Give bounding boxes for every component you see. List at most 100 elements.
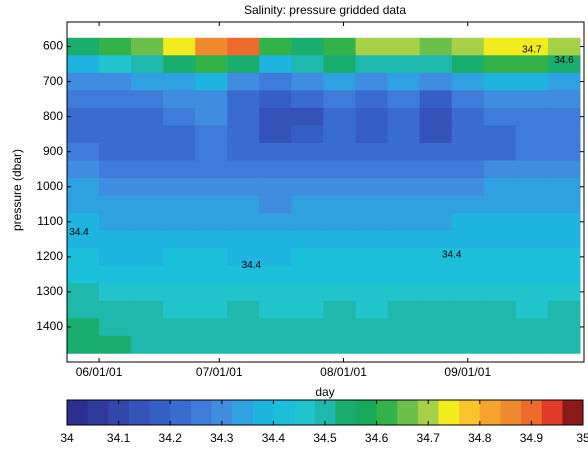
heat-cell	[227, 318, 260, 337]
heat-cell	[259, 230, 292, 249]
contour-label: 34.4	[69, 227, 89, 238]
heat-cell	[419, 142, 453, 161]
heat-cell	[291, 142, 324, 161]
heat-cell	[483, 318, 517, 337]
heat-cell	[323, 177, 357, 197]
colorbar-tick-label: 34.8	[468, 431, 492, 445]
heat-cell	[67, 177, 100, 197]
heat-cell	[99, 72, 132, 91]
heat-cell	[483, 37, 517, 56]
heat-cell	[291, 177, 324, 197]
heat-cell	[323, 107, 357, 126]
heat-cell	[131, 142, 164, 161]
heat-cell	[163, 37, 196, 56]
heat-cell	[355, 248, 389, 267]
heat-cell	[547, 248, 581, 267]
colorbar-segment	[459, 400, 481, 425]
heat-cell	[291, 318, 324, 337]
colorbar-segment	[314, 400, 336, 425]
heat-cell	[547, 318, 581, 337]
heat-cell	[131, 318, 164, 337]
heat-cell	[419, 125, 453, 144]
heat-cell	[291, 265, 324, 284]
heat-cell	[99, 142, 132, 161]
heat-cell	[195, 248, 228, 267]
heat-cell	[451, 55, 485, 74]
heat-cell	[131, 160, 164, 179]
heat-cell	[195, 195, 228, 214]
heat-cell	[323, 335, 357, 354]
heat-cell	[291, 213, 324, 232]
heat-cell	[323, 300, 357, 319]
heat-cell	[99, 283, 132, 302]
heat-cell	[387, 335, 421, 354]
heat-cell	[67, 230, 100, 249]
heat-cell	[131, 55, 164, 74]
heat-cell	[323, 160, 357, 179]
heat-cell	[483, 142, 517, 161]
heat-cell	[451, 125, 485, 144]
heat-cell	[67, 125, 100, 144]
heat-cell	[387, 248, 421, 267]
x-tick-label: 07/01/01	[196, 365, 243, 379]
heat-cell	[163, 177, 196, 197]
heat-cell	[291, 248, 324, 267]
heat-cell	[419, 107, 453, 126]
heat-cell	[163, 72, 196, 91]
heat-cell	[131, 125, 164, 144]
heat-cell	[547, 300, 581, 319]
heat-cell	[195, 55, 228, 74]
heat-cell	[259, 335, 292, 354]
colorbar-segment	[170, 400, 192, 425]
heat-cell	[259, 195, 292, 214]
heat-cell	[387, 107, 421, 126]
heat-cell	[291, 195, 324, 214]
heat-cell	[163, 248, 196, 267]
heat-cell	[163, 142, 196, 161]
heat-cell	[419, 160, 453, 179]
contour-label: 34.4	[442, 250, 462, 261]
heat-cell	[515, 230, 549, 249]
heat-cell	[163, 55, 196, 74]
heat-cell	[355, 230, 389, 249]
heat-cell	[259, 300, 292, 319]
heat-cell	[387, 265, 421, 284]
heat-cell	[291, 230, 324, 249]
heat-cell	[227, 125, 260, 144]
heat-cell	[99, 230, 132, 249]
heat-cell	[195, 177, 228, 197]
heat-cell	[547, 177, 581, 197]
heat-cell	[387, 195, 421, 214]
heat-cell	[291, 37, 324, 56]
heat-cell	[547, 265, 581, 284]
heat-cell	[195, 90, 228, 109]
heat-cell	[195, 72, 228, 91]
heat-cell	[99, 107, 132, 126]
heat-cell	[547, 230, 581, 249]
heat-cell	[547, 125, 581, 144]
heat-cell	[99, 213, 132, 232]
heat-cell	[195, 300, 228, 319]
y-tick-label: 600	[43, 39, 63, 53]
heat-cell	[131, 37, 164, 56]
heat-cell	[547, 283, 581, 302]
heat-cell	[67, 213, 100, 232]
heat-cell	[419, 90, 453, 109]
heat-cell	[451, 318, 485, 337]
heat-cell	[131, 90, 164, 109]
heat-cell	[291, 107, 324, 126]
heat-cell	[67, 142, 100, 161]
heat-cell	[131, 265, 164, 284]
heat-cell	[515, 125, 549, 144]
heat-cell	[355, 283, 389, 302]
heat-cell	[227, 160, 260, 179]
heat-cell	[451, 195, 485, 214]
heat-cell	[483, 265, 517, 284]
heat-cell	[99, 300, 132, 319]
colorbar-segment	[108, 400, 130, 425]
heat-cell	[259, 283, 292, 302]
x-tick-label: 09/01/01	[444, 365, 491, 379]
heat-cell	[195, 213, 228, 232]
heat-cell	[355, 55, 389, 74]
heat-cell	[195, 318, 228, 337]
